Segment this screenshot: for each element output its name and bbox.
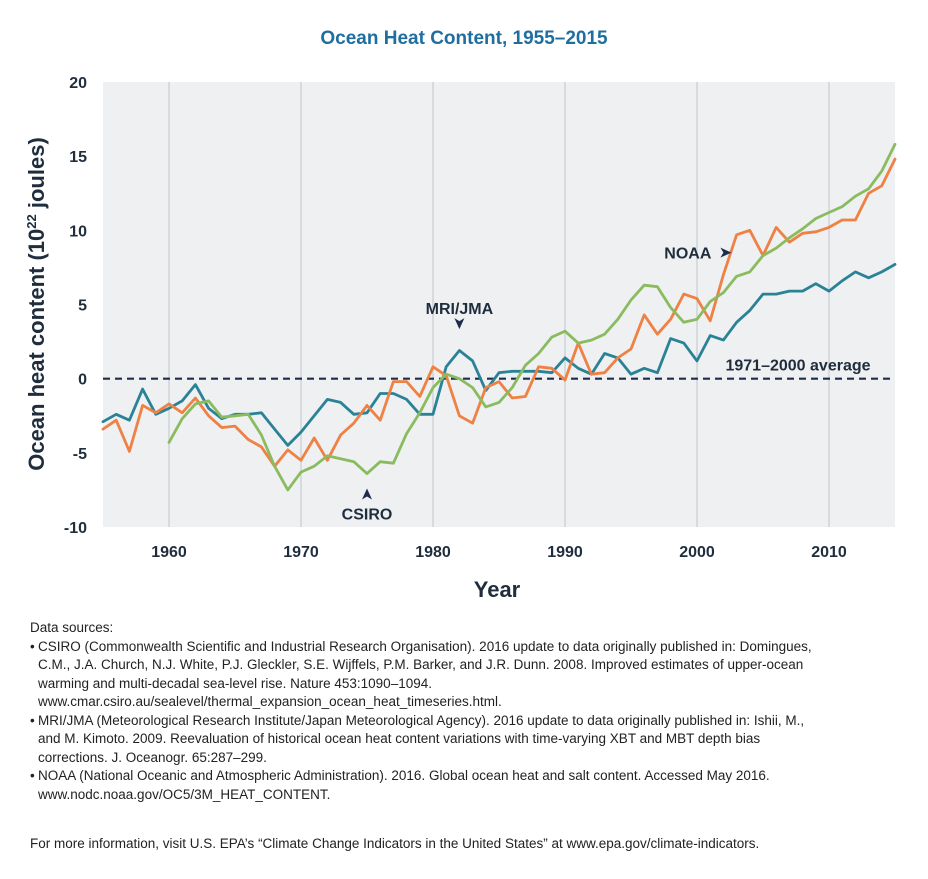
source-line: www.nodc.noaa.gov/OC5/3M_HEAT_CONTENT. xyxy=(38,786,331,802)
x-tick-label: 1980 xyxy=(415,544,451,561)
x-tick-label: 2010 xyxy=(811,544,847,561)
y-tick-label: -5 xyxy=(73,446,87,463)
sources-heading: Data sources: xyxy=(30,620,114,635)
x-tick-label: 1970 xyxy=(283,544,319,561)
footer-note: For more information, visit U.S. EPA’s “… xyxy=(30,836,760,851)
tick-labels: 1960 1970 1980 1990 2000 2010 -10 -5 0 5 10 15 20 xyxy=(64,75,847,561)
y-tick-label: -10 xyxy=(64,520,87,537)
annotations: NOAA MRI/JMA CSIRO xyxy=(342,246,732,524)
source-line: www.cmar.csiro.au/sealevel/thermal_expan… xyxy=(38,694,502,709)
annotation-noaa-arrow xyxy=(720,247,732,258)
source-line: C.M., J.A. Church, N.J. White, P.J. Glec… xyxy=(38,657,804,672)
source-line: corrections. J. Oceanogr. 65:287–299. xyxy=(38,749,267,765)
annotation-csiro-label: CSIRO xyxy=(342,507,393,524)
series-line-mri-jma xyxy=(101,262,897,447)
x-tick-label: 2000 xyxy=(679,544,715,561)
x-tick-label: 1990 xyxy=(547,544,583,561)
y-axis-title-tail: joules) xyxy=(24,137,49,214)
y-axis-title: Ocean heat content (1022 joules) xyxy=(24,137,49,471)
y-tick-label: 10 xyxy=(69,223,87,240)
annotation-mri-jma-label: MRI/JMA xyxy=(426,301,494,318)
y-axis-title-exponent: 22 xyxy=(24,214,39,228)
x-tick-label: 1960 xyxy=(151,544,187,561)
x-axis-title: Year xyxy=(474,577,521,602)
source-line: warming and multi-decadal sea-level rise… xyxy=(38,675,432,691)
series-lines xyxy=(101,142,897,492)
bullet-glyph: • xyxy=(30,712,35,728)
chart-plot-svg: 1971–2000 average 1960 1970 1980 1990 2000 20… xyxy=(24,75,897,602)
annotation-csiro-arrow xyxy=(362,488,372,500)
series-line-csiro xyxy=(167,142,897,492)
y-tick-label: 15 xyxy=(69,149,87,166)
average-reference-label: 1971–2000 average xyxy=(725,358,870,375)
y-tick-label: 5 xyxy=(78,298,87,315)
bullet-glyph: • xyxy=(30,768,35,783)
annotation-mri-jma-arrow xyxy=(454,318,465,330)
data-sources: Data sources: • CSIRO (Commonwealth Scie… xyxy=(30,619,900,804)
bullet-glyph: • xyxy=(30,638,35,654)
reference-line-group: 1971–2000 average xyxy=(103,358,895,380)
grid-lines xyxy=(168,82,830,527)
y-tick-label: 0 xyxy=(78,372,87,389)
plot-background xyxy=(103,82,895,527)
source-item-noaa: • NOAA (National Oceanic and Atmospheric… xyxy=(30,767,900,804)
chart-title: Ocean Heat Content, 1955–2015 xyxy=(320,28,608,49)
source-line: MRI/JMA (Meteorological Research Institu… xyxy=(38,712,805,728)
source-line: NOAA (National Oceanic and Atmospheric A… xyxy=(38,768,770,783)
y-tick-label: 20 xyxy=(69,75,87,92)
source-item-csiro: • CSIRO (Commonwealth Scientific and Ind… xyxy=(30,638,900,712)
source-item-mri-jma: • MRI/JMA (Meteorological Research Insti… xyxy=(30,712,900,768)
source-line: CSIRO (Commonwealth Scientific and Indus… xyxy=(38,638,812,654)
source-line: and M. Kimoto. 2009. Reevaluation of his… xyxy=(38,731,761,746)
y-axis-title-main: Ocean heat content (10 xyxy=(24,229,49,471)
annotation-noaa-label: NOAA xyxy=(664,246,712,263)
